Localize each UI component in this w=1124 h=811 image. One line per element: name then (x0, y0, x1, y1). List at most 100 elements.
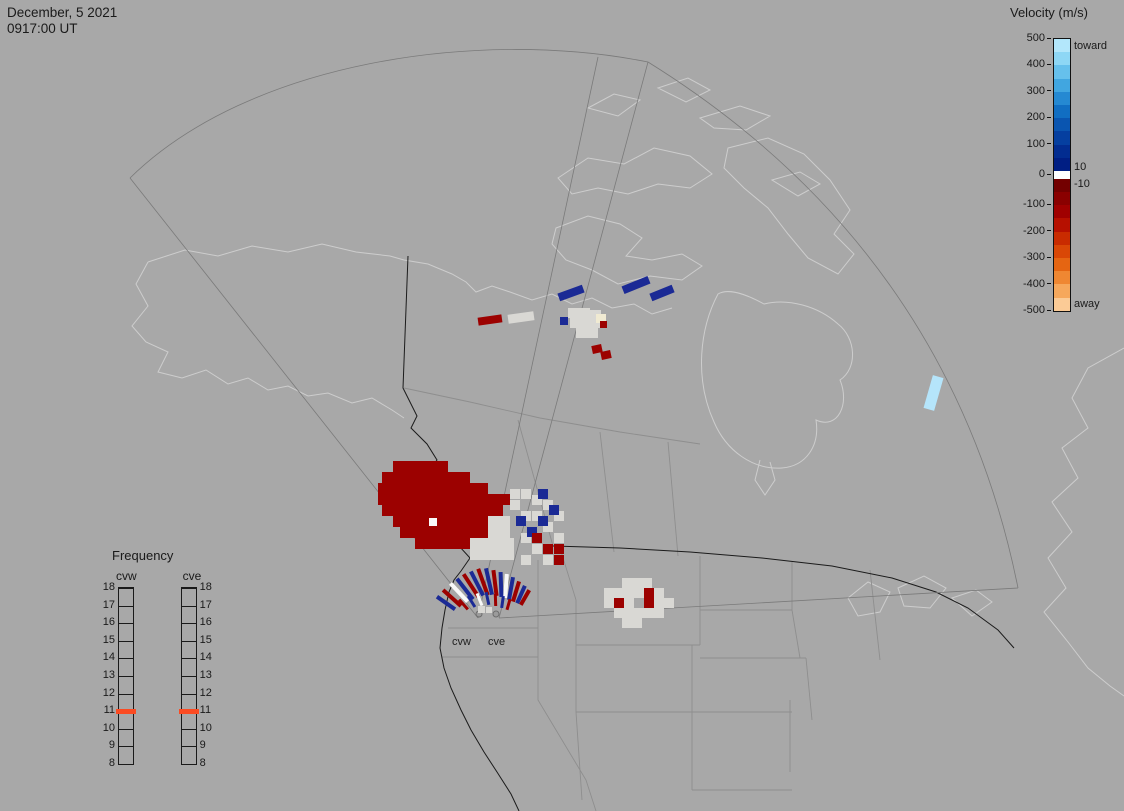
velocity-cell (532, 533, 542, 543)
velocity-cell (591, 344, 603, 354)
radar-fan-outline (129, 49, 1019, 619)
velocity-cell (426, 461, 437, 472)
frequency-bar-cve (178, 587, 199, 765)
velocity-cell (393, 461, 404, 472)
velocity-cell (557, 284, 585, 302)
velocity-cell (510, 500, 520, 510)
frequency-columns: cvw 18 17 16 15 14 13 12 11 10 9 8 cve 18 17 16 15 14 1… (100, 569, 215, 769)
velocity-cell (389, 494, 400, 505)
velocity-cell (449, 581, 469, 604)
frequency-tick-label: 16 (102, 616, 115, 629)
velocity-cell (499, 494, 510, 505)
velocity-cell (426, 505, 437, 516)
us-state-borders (442, 547, 881, 811)
velocity-color-segment (1054, 192, 1070, 206)
velocity-cell (477, 527, 488, 538)
velocity-cell (634, 608, 644, 618)
velocity-cell (532, 495, 542, 505)
velocity-cell (654, 598, 664, 608)
velocity-cell (448, 505, 459, 516)
velocity-cell (634, 588, 644, 598)
velocity-cell (475, 592, 484, 607)
velocity-cell (437, 505, 448, 516)
velocity-cell (521, 555, 531, 565)
velocity-cell (507, 311, 535, 324)
velocity-tick: 0 (1039, 168, 1051, 180)
velocity-cell (481, 516, 492, 527)
velocity-cell (587, 328, 598, 338)
velocity-color-segment (1054, 170, 1070, 179)
velocity-cell (415, 516, 426, 527)
velocity-tick-labels: 500 400 300 200 100 0 -100 -200 -300 -400 -500 (1000, 32, 1051, 316)
velocity-cell (404, 461, 415, 472)
frequency-tick-label: 17 (199, 598, 212, 611)
velocity-cell (378, 483, 389, 494)
velocity-cell (543, 555, 553, 565)
velocity-cell (492, 538, 503, 549)
frequency-tick (181, 676, 196, 677)
velocity-cell (543, 500, 553, 510)
velocity-cell (448, 472, 459, 483)
velocity-cell (576, 328, 587, 338)
velocity-tick: 300 (1027, 85, 1051, 97)
velocity-cell (426, 538, 437, 549)
frequency-tick-label: 15 (199, 633, 212, 646)
velocity-color-segment (1054, 52, 1070, 66)
velocity-cell (458, 598, 469, 611)
velocity-cell (469, 570, 485, 597)
velocity-cell (400, 494, 411, 505)
velocity-cell (461, 573, 481, 598)
frequency-tick (119, 728, 133, 730)
velocity-cell (493, 593, 498, 607)
frequency-tick (119, 693, 133, 695)
velocity-cell (664, 598, 674, 608)
velocity-color-segment (1054, 258, 1070, 272)
velocity-cell (579, 308, 590, 318)
frequency-tick (181, 693, 196, 695)
frequency-tick (181, 764, 196, 765)
velocity-cell (459, 516, 470, 527)
velocity-cell (444, 494, 455, 505)
frequency-tick-label: 8 (108, 757, 115, 769)
velocity-cell (404, 505, 415, 516)
velocity-legend-title: Velocity (m/s) (1010, 5, 1089, 20)
frequency-tick-label: 18 (102, 581, 115, 593)
arctic-islands (551, 77, 855, 285)
hudson-bay-coastline (701, 291, 853, 496)
velocity-cell (488, 516, 499, 527)
velocity-cell (604, 598, 614, 608)
velocity-cell (404, 472, 415, 483)
frequency-tick (119, 658, 133, 660)
velocity-cell (389, 483, 400, 494)
velocity-cell (624, 598, 634, 608)
velocity-cell (484, 591, 491, 606)
velocity-cell (503, 573, 509, 599)
velocity-cell (632, 618, 642, 628)
velocity-tick: 200 (1027, 111, 1051, 123)
arctic-coastline (147, 243, 673, 315)
velocity-color-segment (1054, 118, 1070, 132)
velocity-color-segment (1054, 39, 1070, 53)
velocity-cell (466, 494, 477, 505)
velocity-color-segment (1054, 178, 1070, 193)
frequency-numbers-cve: 18 17 16 15 14 13 12 11 10 9 8 (197, 581, 215, 769)
velocity-cell (466, 483, 477, 494)
frequency-tick-label: 9 (199, 739, 206, 752)
state-borders (403, 387, 881, 811)
velocity-cell (411, 483, 422, 494)
velocity-tick: -500 (1023, 304, 1051, 316)
velocity-cell (511, 580, 521, 603)
frequency-column-cvw: cvw 18 17 16 15 14 13 12 11 10 9 8 (100, 569, 137, 769)
velocity-cell (404, 516, 415, 527)
velocity-cell (503, 538, 514, 549)
velocity-color-segment (1054, 65, 1070, 79)
velocity-color-segment (1054, 231, 1070, 245)
velocity-color-segment (1054, 218, 1070, 232)
velocity-cell (568, 308, 579, 318)
frequency-tick-label: 11 (199, 704, 212, 717)
frequency-tick-label: 17 (102, 598, 115, 611)
velocity-cell (393, 505, 404, 516)
velocity-color-segment (1054, 144, 1070, 158)
velocity-cell (400, 483, 411, 494)
frequency-bar-cvw (116, 587, 136, 765)
